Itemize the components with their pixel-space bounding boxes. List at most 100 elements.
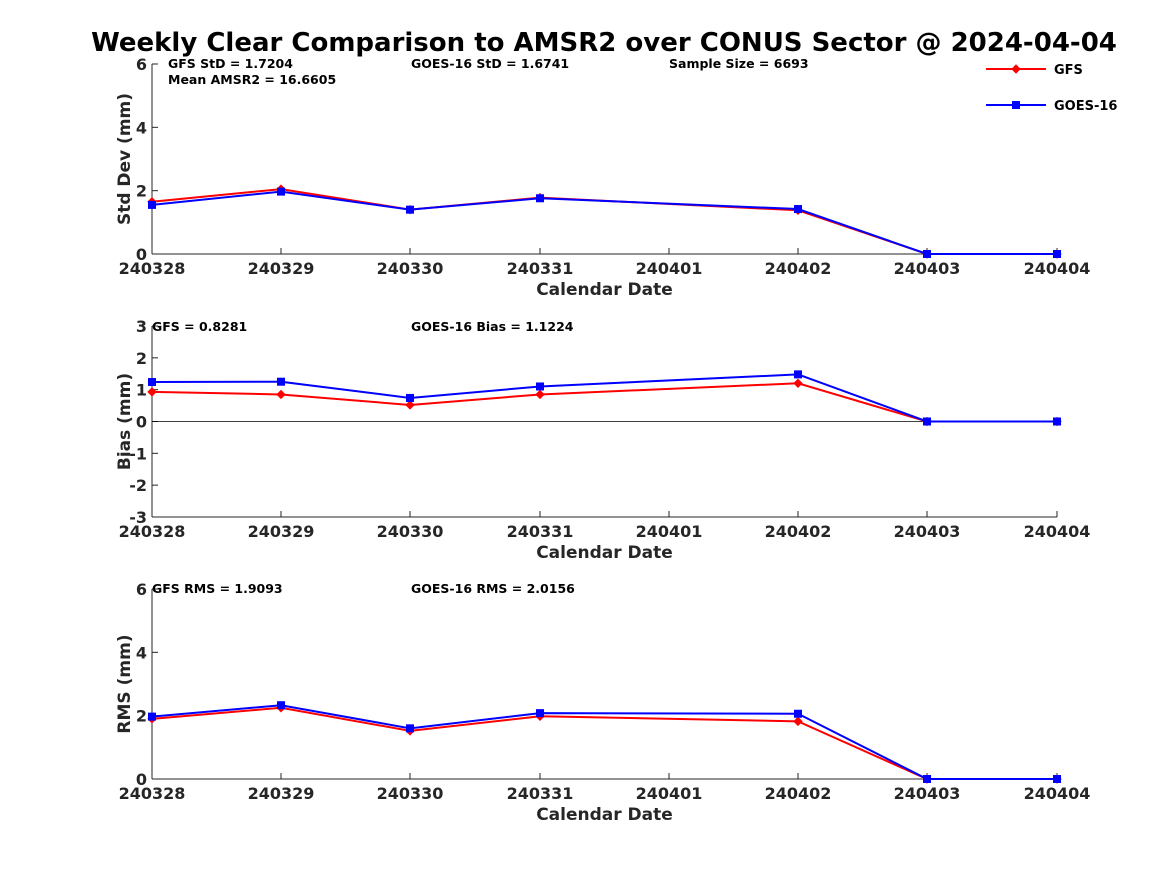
stat-annotation: GFS = 0.8281 — [152, 319, 247, 334]
x-tick-label: 240331 — [507, 522, 574, 541]
y-tick-label: 6 — [136, 580, 147, 599]
data-point — [277, 187, 285, 196]
x-tick-label: 240403 — [894, 784, 961, 803]
data-point — [536, 194, 544, 203]
x-tick-label: 240402 — [765, 522, 832, 541]
stat-annotation: GOES-16 RMS = 2.0156 — [411, 581, 575, 596]
data-point — [277, 377, 285, 386]
y-tick-label: 4 — [136, 118, 147, 137]
stat-annotation: GFS StD = 1.7204 — [168, 56, 293, 71]
stat-annotation: GOES-16 StD = 1.6741 — [411, 56, 569, 71]
data-point — [536, 382, 544, 391]
x-axis-label: Calendar Date — [536, 543, 673, 563]
series-goes-16 — [148, 701, 1061, 783]
x-tick-label: 240402 — [765, 259, 832, 278]
data-point — [923, 417, 931, 426]
panel-1: 0 2 4 6 240328 240329 240330 240331 240401 240402… — [115, 55, 1090, 300]
stat-annotation: GOES-16 Bias = 1.1224 — [411, 319, 574, 334]
y-tick-label: -3 — [129, 508, 147, 527]
data-point — [1053, 250, 1061, 258]
x-axis-label: Calendar Date — [536, 280, 673, 300]
x-tick-label: 240404 — [1024, 259, 1091, 278]
data-point — [794, 370, 802, 379]
series-line — [151, 373, 1057, 423]
stat-annotation: Sample Size = 6693 — [669, 56, 809, 71]
y-tick-label: 0 — [136, 245, 147, 264]
series-line — [151, 190, 1057, 255]
y-tick-label: 3 — [136, 317, 147, 336]
panel-2: -3 -2 -1 0 1 2 3 240328 240329 240330 240331 240401… — [115, 317, 1090, 563]
x-tick-label: 240403 — [894, 522, 961, 541]
x-tick-label: 240330 — [377, 259, 444, 278]
y-tick-label: 1 — [136, 381, 147, 400]
x-tick-label: 240329 — [248, 259, 315, 278]
data-point — [276, 389, 286, 400]
series-line — [151, 188, 1057, 255]
x-tick-label: 240331 — [507, 259, 574, 278]
y-tick-label: 4 — [136, 643, 147, 662]
stat-annotation: Mean AMSR2 = 16.6605 — [168, 72, 336, 87]
data-point — [148, 378, 156, 387]
y-tick-label: 2 — [136, 182, 147, 201]
y-tick-label: 6 — [136, 55, 147, 74]
legend-label: GFS — [1054, 63, 1083, 78]
series-gfs — [147, 703, 1062, 784]
x-tick-label: 240330 — [377, 522, 444, 541]
data-point — [406, 724, 414, 733]
x-tick-label: 240328 — [119, 522, 186, 541]
y-tick-label: 2 — [136, 349, 147, 368]
data-point — [1053, 417, 1061, 426]
data-point — [406, 205, 414, 214]
x-tick-label: 240328 — [119, 259, 186, 278]
x-tick-label: 240404 — [1024, 784, 1091, 803]
stat-annotation: GFS RMS = 1.9093 — [152, 581, 283, 596]
data-point — [535, 389, 545, 400]
panels: 0 2 4 6 240328 240329 240330 240331 240401 240402… — [115, 55, 1090, 825]
data-point — [148, 200, 156, 209]
y-axis-label: RMS (mm) — [115, 634, 135, 733]
legend: GFS GOES-16 — [986, 63, 1117, 114]
series-line — [151, 382, 1057, 423]
x-tick-label: 240331 — [507, 784, 574, 803]
x-tick-label: 240329 — [248, 784, 315, 803]
panel-3: 0 2 4 6 240328 240329 240330 240331 240401 240402… — [115, 580, 1090, 825]
y-axis-label: Std Dev (mm) — [115, 93, 135, 225]
series-gfs — [147, 184, 1062, 259]
data-point — [794, 709, 802, 718]
series-line — [151, 704, 1057, 780]
legend-marker — [1011, 64, 1021, 74]
x-tick-label: 240404 — [1024, 522, 1091, 541]
data-point — [147, 387, 157, 397]
data-point — [406, 393, 414, 402]
data-point — [923, 250, 931, 258]
legend-label: GOES-16 — [1054, 99, 1117, 114]
y-tick-label: 2 — [136, 707, 147, 726]
data-point — [536, 709, 544, 718]
series-goes-16 — [148, 187, 1061, 258]
x-tick-label: 240328 — [119, 784, 186, 803]
data-point — [148, 712, 156, 721]
series-line — [151, 706, 1057, 780]
x-tick-label: 240401 — [636, 259, 703, 278]
chart-title: Weekly Clear Comparison to AMSR2 over CO… — [91, 28, 1117, 58]
data-point — [277, 701, 285, 710]
y-axis-label: Bias (mm) — [115, 373, 135, 470]
x-tick-label: 240403 — [894, 259, 961, 278]
data-point — [793, 378, 803, 389]
series-goes-16 — [148, 370, 1061, 426]
y-tick-label: 0 — [136, 413, 147, 432]
x-axis-label: Calendar Date — [536, 805, 673, 825]
x-tick-label: 240401 — [636, 522, 703, 541]
y-tick-label: -1 — [129, 444, 147, 463]
y-tick-label: -2 — [129, 476, 147, 495]
x-tick-label: 240402 — [765, 784, 832, 803]
legend-item-gfs: GFS — [986, 63, 1083, 78]
data-point — [1053, 775, 1061, 783]
data-point — [794, 205, 802, 214]
x-tick-label: 240401 — [636, 784, 703, 803]
x-tick-label: 240329 — [248, 522, 315, 541]
legend-item-goes-16: GOES-16 — [986, 99, 1117, 114]
data-point — [793, 716, 803, 727]
x-tick-label: 240330 — [377, 784, 444, 803]
